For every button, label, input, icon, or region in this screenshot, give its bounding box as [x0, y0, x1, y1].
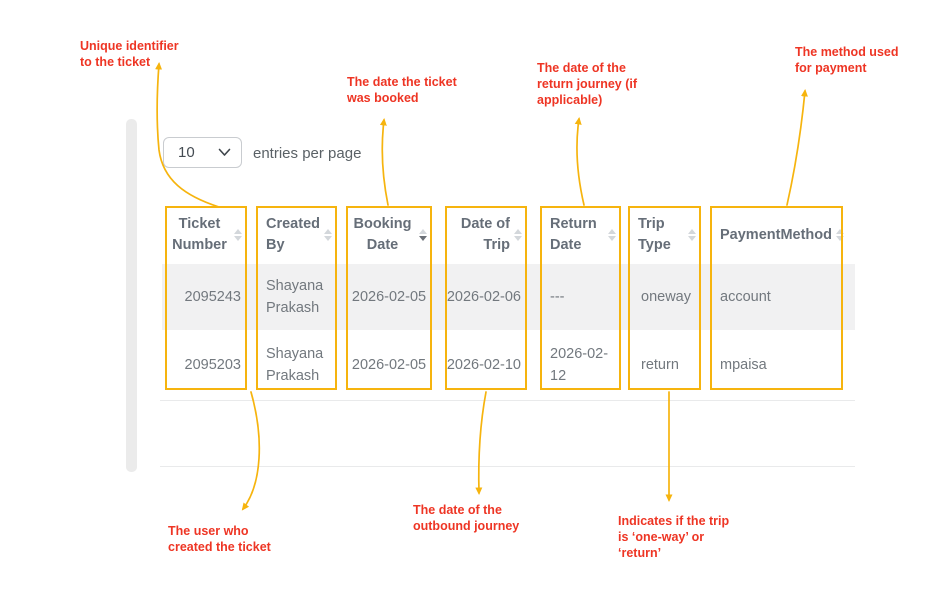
entries-per-page-value: 10	[178, 144, 195, 161]
cell-booking-date-row1: 2026-02-05	[351, 289, 427, 305]
table-footer-border	[160, 466, 855, 467]
cell-trip-type-row1: oneway	[641, 289, 691, 305]
annotation-date-of-trip: The date of the outbound journey	[413, 503, 520, 533]
annotation-payment-method: The method used for payment	[795, 45, 899, 75]
annotation-ticket-number: Unique identifier to the ticket	[80, 39, 179, 69]
column-header-label: Created By	[266, 216, 320, 253]
annotation-created-by: The user who created the ticket	[168, 524, 271, 554]
entries-per-page-label: entries per page	[253, 145, 362, 162]
arrow-booking-date	[379, 118, 389, 206]
arrow-payment-method	[786, 89, 808, 206]
cell-return-date-row2: 2026-02-12	[550, 345, 609, 384]
column-header-label: Trip Type	[638, 216, 671, 253]
annotation-booking-date: The date the ticket was booked	[347, 75, 457, 105]
column-header-trip-type[interactable]: Trip Type	[628, 206, 701, 264]
sort-icon	[513, 229, 522, 241]
cell-date-of-trip-row1: 2026-02-06	[446, 289, 521, 305]
scrollbar-thumb[interactable]	[126, 119, 137, 472]
column-header-payment-method[interactable]: PaymentMethod	[710, 206, 844, 264]
column-header-ticket-number[interactable]: Ticket Number	[165, 206, 247, 264]
cell-payment-method-row2: mpaisa	[720, 356, 767, 373]
annotation-trip-type: Indicates if the trip is ‘one-way’ or ‘r…	[618, 514, 730, 560]
table-row-stripe	[162, 264, 855, 330]
column-header-label: Date of Trip	[460, 216, 510, 253]
sort-desc-icon	[418, 229, 427, 241]
column-header-label: Return Date	[550, 216, 597, 253]
cell-date-of-trip-row2: 2026-02-10	[446, 356, 521, 373]
sort-icon	[835, 229, 844, 241]
column-header-label: PaymentMethod	[720, 226, 832, 243]
cell-created-by-row2: Shayana Prakash	[266, 345, 324, 384]
sort-icon	[607, 229, 616, 241]
column-header-booking-date[interactable]: Booking Date	[346, 206, 432, 264]
cell-created-by-row1: Shayana Prakash	[266, 278, 324, 316]
arrow-created-by	[241, 391, 261, 511]
cell-return-date-row1: ---	[550, 289, 565, 305]
cell-trip-type-row2: return	[641, 356, 679, 373]
column-header-label: Ticket Number	[172, 216, 227, 253]
arrow-date-of-trip	[475, 391, 487, 495]
cell-ticket-number-row2: 2095203	[184, 356, 241, 373]
cell-ticket-number-row1: 2095243	[184, 289, 241, 305]
annotation-return-date: The date of the return journey (if appli…	[537, 61, 638, 107]
column-header-created-by[interactable]: Created By	[256, 206, 337, 264]
sort-icon	[687, 229, 696, 241]
column-header-return-date[interactable]: Return Date	[540, 206, 621, 264]
entries-per-page-select[interactable]: 10	[163, 137, 242, 168]
sort-icon	[233, 229, 242, 241]
arrow-ticket-number	[155, 62, 220, 208]
sort-icon	[323, 229, 332, 241]
chevron-down-icon	[218, 148, 231, 156]
cell-payment-method-row1: account	[720, 289, 771, 305]
cell-booking-date-row2: 2026-02-05	[351, 356, 427, 373]
column-header-date-of-trip[interactable]: Date of Trip	[445, 206, 527, 264]
arrow-return-date	[574, 117, 585, 206]
column-header-label: Booking Date	[353, 216, 412, 253]
table-bottom-border	[160, 400, 855, 401]
